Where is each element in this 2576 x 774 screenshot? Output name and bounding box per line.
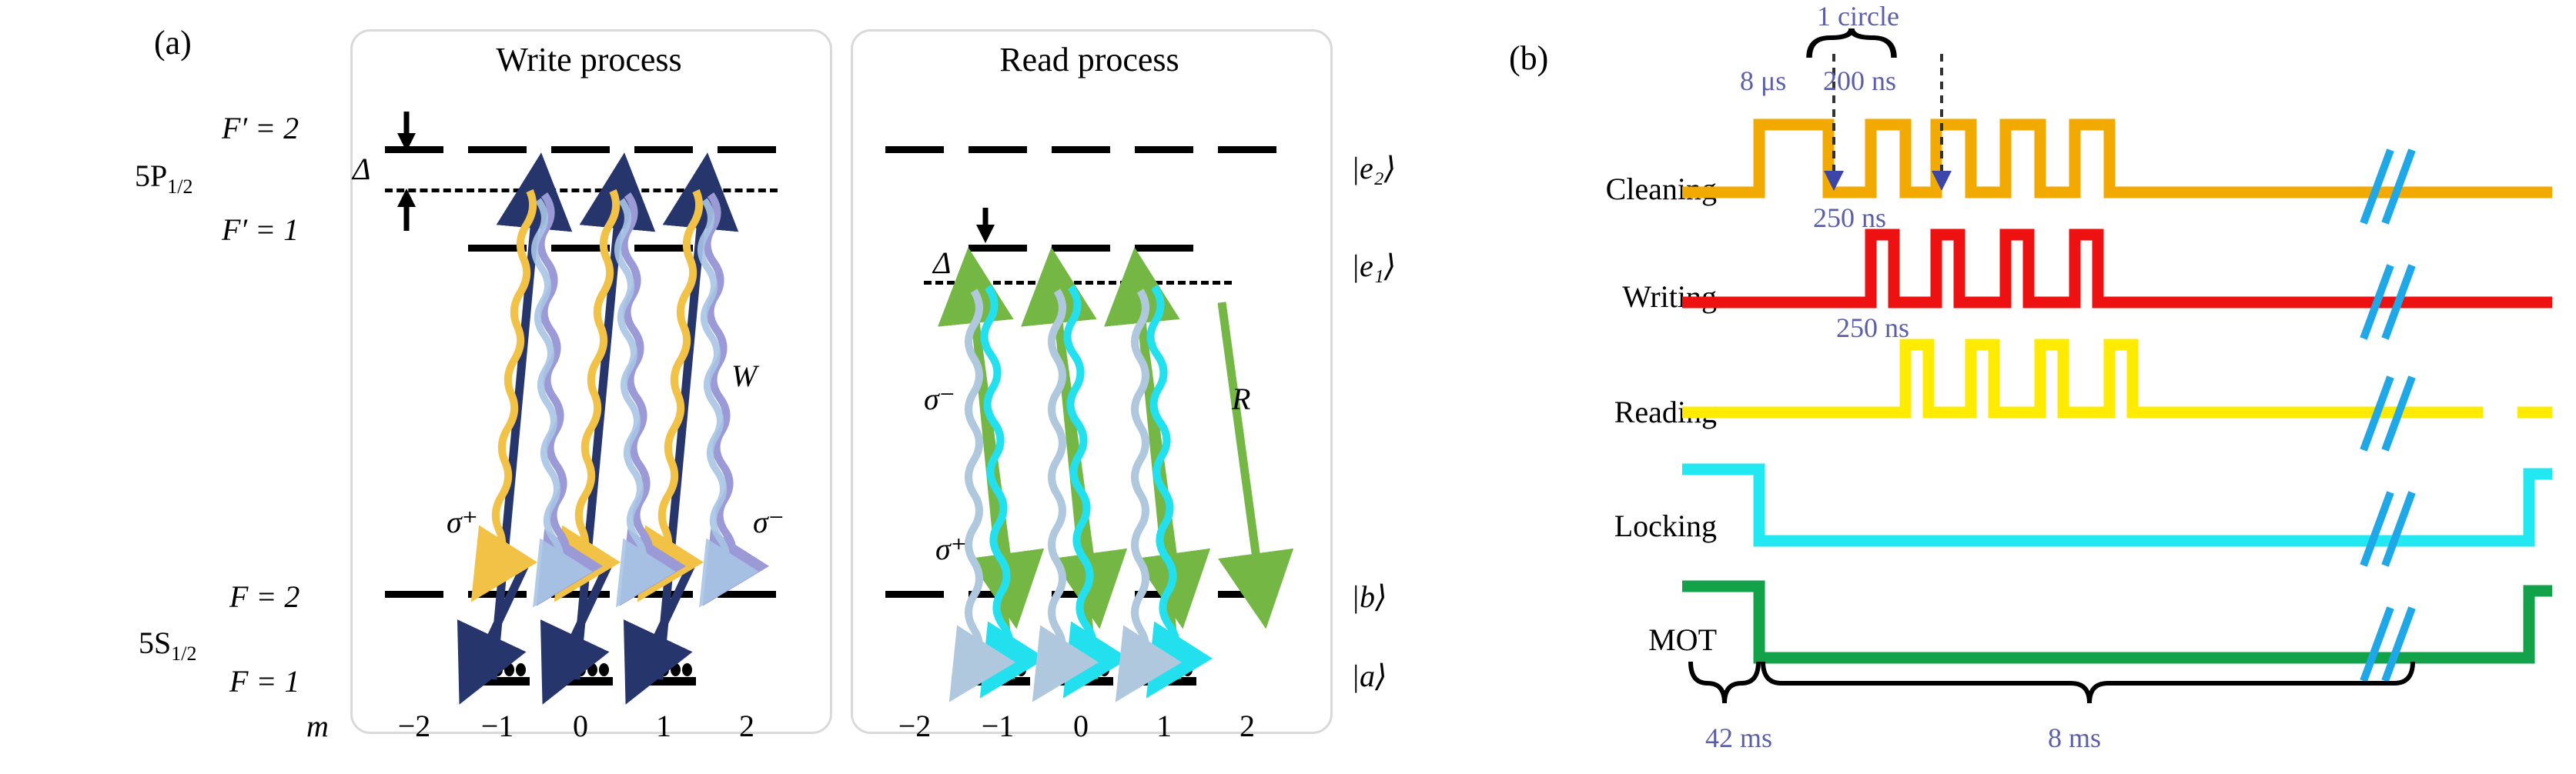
read-upper-level bbox=[1052, 146, 1110, 153]
read-m-tick: −1 bbox=[981, 709, 1015, 743]
write-sigma-plus-label: σ⁺ bbox=[447, 505, 478, 539]
read-upper-level bbox=[1135, 146, 1193, 153]
label-f-1: F = 1 bbox=[229, 664, 300, 699]
writing-waveform bbox=[1682, 229, 2552, 309]
write-detuning-label: Δ bbox=[353, 152, 371, 186]
label-term-5p: 5P1/2 bbox=[135, 158, 192, 199]
term-5s-text: 5S bbox=[139, 626, 172, 660]
duration-braces bbox=[1688, 661, 2415, 704]
label-ket-e1: |e₁⟩ bbox=[1351, 249, 1397, 283]
write-mid-level bbox=[468, 245, 527, 252]
trace-label-locking: Locking bbox=[1614, 509, 1717, 543]
panel-a-label: (a) bbox=[154, 24, 192, 62]
write-mid-level bbox=[551, 245, 610, 252]
period-250ns-reading-label: 250 ns bbox=[1836, 312, 1910, 343]
label-ket-b: |b⟩ bbox=[1351, 579, 1387, 614]
read-m-tick: −2 bbox=[898, 709, 932, 743]
write-sigma-plus-wavy bbox=[470, 188, 704, 602]
read-beam-label: R bbox=[1232, 382, 1251, 416]
write-upper-level bbox=[718, 146, 776, 153]
read-m-tick: 1 bbox=[1156, 709, 1172, 743]
read-sigma-plus-label: σ⁺ bbox=[935, 532, 967, 566]
one-circle-label: 1 circle bbox=[1817, 1, 1899, 32]
term-5p-sub: 1/2 bbox=[167, 175, 193, 198]
locking-waveform bbox=[1682, 463, 2552, 547]
term-5s-sub: 1/2 bbox=[171, 642, 197, 665]
read-sigma-plus-wavy bbox=[979, 285, 1213, 699]
write-m-tick: 1 bbox=[656, 709, 671, 743]
read-upper-level bbox=[969, 146, 1027, 153]
read-upper-level bbox=[885, 146, 944, 153]
gap-200ns-label: 200 ns bbox=[1823, 65, 1897, 96]
label-term-5s: 5S1/2 bbox=[139, 625, 196, 666]
one-circle-brace bbox=[1806, 28, 1897, 58]
duration-8ms-label: 8 ms bbox=[2048, 722, 2102, 753]
period-250ns-cleaning-label: 250 ns bbox=[1813, 202, 1887, 233]
trace-label-mot: MOT bbox=[1648, 622, 1717, 657]
write-b-level bbox=[385, 591, 443, 598]
write-upper-level bbox=[468, 146, 527, 153]
label-ket-a: |a⟩ bbox=[1351, 659, 1387, 693]
mot-waveform bbox=[1682, 580, 2552, 664]
read-m-tick: 2 bbox=[1239, 709, 1255, 743]
write-mid-level bbox=[634, 245, 693, 252]
label-fprime-2: F′ = 2 bbox=[222, 111, 299, 145]
read-sigma-minus-label: σ⁻ bbox=[924, 382, 955, 416]
write-m-tick: 0 bbox=[573, 709, 588, 743]
read-process-title: Read process bbox=[999, 41, 1179, 78]
write-upper-level bbox=[385, 146, 443, 153]
write-detuning-arrows bbox=[397, 112, 416, 231]
term-5p-text: 5P bbox=[135, 158, 168, 193]
read-upper-level bbox=[1218, 146, 1276, 153]
read-sigma-minus-wavy bbox=[948, 289, 1183, 702]
duration-42ms-label: 42 ms bbox=[1705, 722, 1773, 753]
write-m-tick: −1 bbox=[480, 709, 514, 743]
write-beam-label: W bbox=[731, 359, 758, 393]
label-m: m bbox=[306, 709, 329, 743]
read-m-tick: 0 bbox=[1073, 709, 1089, 743]
cleaning-waveform bbox=[1682, 118, 2552, 199]
read-b-level bbox=[885, 591, 944, 598]
label-fprime-1: F′ = 1 bbox=[222, 212, 299, 247]
panel-b-label: (b) bbox=[1509, 39, 1549, 77]
write-upper-level bbox=[634, 146, 693, 153]
write-sigma-minus-label: σ⁻ bbox=[753, 505, 785, 539]
write-scatter-wavy bbox=[531, 198, 759, 608]
reading-waveform bbox=[1682, 339, 2552, 419]
timing-guide-arrows bbox=[1824, 54, 1952, 191]
break-marks bbox=[2360, 148, 2416, 682]
write-process-title: Write process bbox=[496, 41, 682, 78]
write-upper-level bbox=[551, 146, 610, 153]
pulse-width-8us-label: 8 μs bbox=[1740, 65, 1787, 96]
write-m-tick: −2 bbox=[397, 709, 431, 743]
label-f-2: F = 2 bbox=[229, 579, 300, 614]
write-m-tick: 2 bbox=[739, 709, 754, 743]
label-ket-e2: |e₂⟩ bbox=[1351, 151, 1397, 185]
